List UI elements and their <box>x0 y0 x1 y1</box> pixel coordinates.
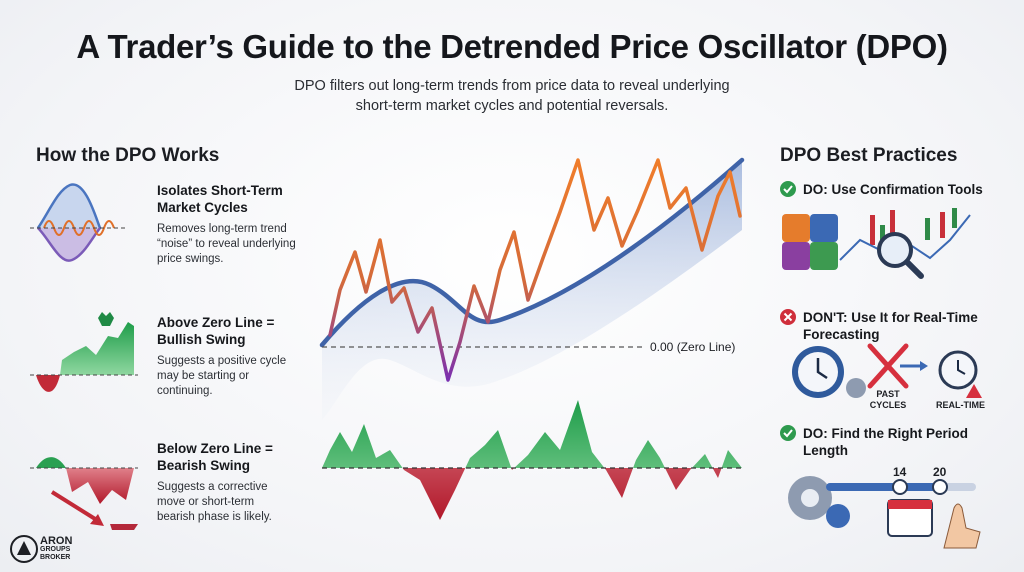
section-heading: DPO Best Practices <box>780 145 958 166</box>
decoration <box>826 483 940 491</box>
decoration <box>36 183 102 229</box>
item-description: Suggests a corrective move or short-term… <box>157 481 272 523</box>
item-title: Below Zero Line = Bearish Swing <box>157 441 273 473</box>
logo-line: ARON <box>40 535 73 547</box>
decoration <box>90 514 104 526</box>
bearish-icon <box>30 457 138 530</box>
icon-label: 14 <box>893 465 907 479</box>
decoration <box>43 220 115 236</box>
decoration <box>322 400 742 468</box>
logo-line: GROUPS <box>40 546 71 553</box>
item-description: Suggests a positive cycle may be startin… <box>157 355 287 397</box>
decoration <box>782 242 810 270</box>
decoration <box>110 524 138 530</box>
decoration <box>10 535 38 563</box>
item-title: Isolates Short-Term Market Cycles <box>157 183 283 215</box>
decoration <box>322 468 742 520</box>
decoration <box>66 468 134 504</box>
section-heading: How the DPO Works <box>36 145 220 166</box>
icon-label: REAL-TIME <box>936 400 985 410</box>
check-icon <box>780 181 796 197</box>
decoration <box>782 214 810 242</box>
practice-title: DO: Find the Right Period Length <box>803 426 968 458</box>
forecast-icon <box>792 343 982 398</box>
logo-mark <box>10 535 38 563</box>
decoration <box>925 218 930 240</box>
decoration <box>888 500 932 509</box>
decoration <box>780 181 796 197</box>
decoration <box>816 358 828 380</box>
item: Above Zero Line = Bullish Swing Suggests… <box>157 314 307 399</box>
period-icon <box>788 476 981 549</box>
logo-text: ARON GROUPS BROKER <box>40 536 72 562</box>
item: Below Zero Line = Bearish Swing Suggests… <box>157 440 307 525</box>
decoration <box>50 490 102 524</box>
decoration <box>943 503 981 549</box>
item: Isolates Short-Term Market Cycles Remove… <box>157 182 312 267</box>
oscillator <box>322 400 742 520</box>
decoration <box>780 425 796 441</box>
item-title: Above Zero Line = Bullish Swing <box>157 315 275 347</box>
decoration <box>920 361 928 371</box>
decoration <box>932 479 948 495</box>
decoration <box>966 384 982 398</box>
decoration <box>892 479 908 495</box>
decoration <box>826 504 850 528</box>
practice-title: DON'T: Use It for Real-Time Forecasting <box>803 310 978 342</box>
price-line <box>328 158 742 382</box>
decoration <box>60 322 134 375</box>
subtitle: DPO filters out long-term trends from pr… <box>294 78 730 114</box>
item-description: Removes long-term trend “noise” to revea… <box>157 223 296 265</box>
trend-band <box>322 160 742 420</box>
decoration <box>783 429 793 438</box>
decoration <box>952 208 957 228</box>
check-icon <box>780 425 796 441</box>
decoration <box>957 360 966 375</box>
decoration <box>890 210 895 238</box>
confirmation-icon <box>782 208 971 279</box>
decoration <box>880 225 885 247</box>
decoration <box>810 242 838 270</box>
cross-icon <box>780 309 796 325</box>
decoration <box>36 457 66 468</box>
decoration <box>98 312 114 326</box>
decoration <box>783 185 793 194</box>
zero-line-label: 0.00 (Zero Line) <box>650 340 736 354</box>
icon-label: PAST CYCLES <box>869 389 907 410</box>
decoration <box>810 214 838 242</box>
decoration <box>38 184 100 228</box>
decoration <box>846 378 866 398</box>
bullish-icon <box>30 312 138 392</box>
decoration <box>870 215 875 245</box>
decoration <box>867 343 909 389</box>
decoration <box>36 375 60 392</box>
decoration <box>38 228 100 261</box>
decoration <box>904 259 924 279</box>
decoration <box>37 227 101 262</box>
decoration <box>940 212 945 238</box>
cycle-icon <box>30 183 128 262</box>
decoration <box>801 489 819 507</box>
decoration <box>17 541 31 555</box>
decoration <box>783 312 793 322</box>
decoration <box>877 232 913 268</box>
title: A Trader’s Guide to the Detrended Price … <box>76 28 948 65</box>
practice-title: DO: Use Confirmation Tools <box>803 182 983 197</box>
icon-label: 20 <box>933 465 947 479</box>
logo-line: BROKER <box>40 554 71 561</box>
trend-line <box>319 157 745 348</box>
